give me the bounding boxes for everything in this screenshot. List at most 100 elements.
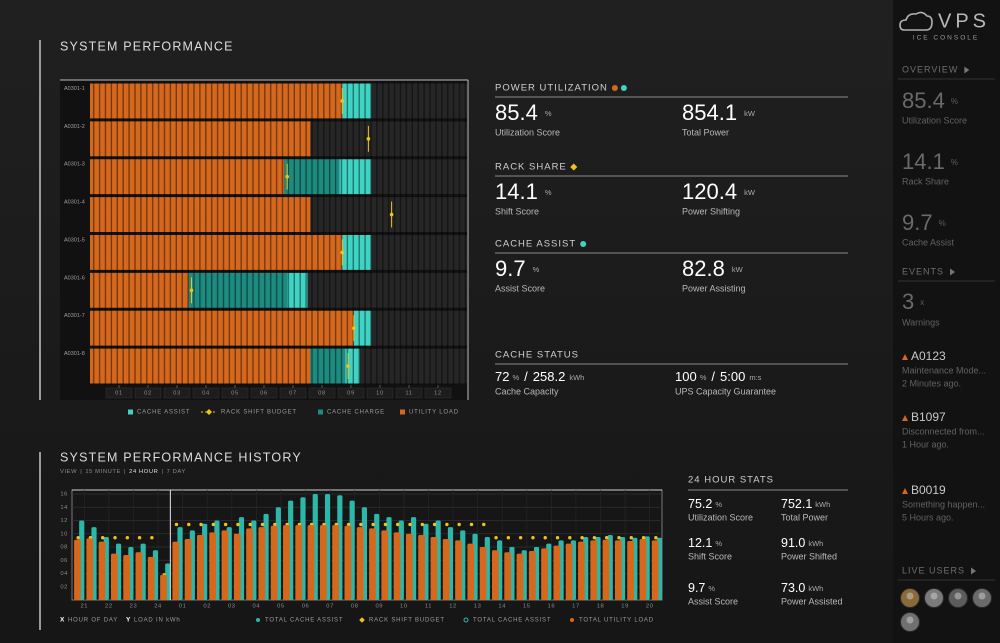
budget-dot [359,522,363,527]
bar [123,554,131,600]
budget-dot [174,522,179,527]
legend-label: TOTAL UTILITY LOAD [579,618,654,624]
bar [541,548,548,600]
bar [614,540,622,600]
x-tick-label: 05 [231,391,239,397]
user-avatar-head [954,592,962,600]
budget-dot [189,288,194,293]
arrow-icon [950,268,956,276]
sidebar-heading: EVENTS [902,266,944,276]
row-label: A0301-6 [64,275,85,281]
sidebar-metric-value: 9.7 [902,210,933,235]
day-metric-unit: kWh [815,500,830,509]
sidebar-bg [893,0,1000,643]
budget-dot [641,536,646,540]
budget-dot [340,99,345,103]
day-metric: 73.0 kWh [781,581,823,595]
bar [356,527,364,600]
sidebar-metric-value: 14.1 [902,149,945,174]
section-title: 24 HOUR STATS [688,475,774,486]
y-tick-label: 12 [60,518,68,524]
event-text: Something happen... [902,499,985,509]
sidebar-heading: LIVE USERS [902,565,965,575]
day-metric-value: 75.2 [688,497,712,511]
budget-dot [371,522,375,527]
metric-label: Assist Score [495,283,545,293]
capacity-unit: % [700,373,707,382]
budget-dot [457,522,461,527]
budget-dot [346,364,350,368]
budget-dot [469,522,474,527]
bar [258,527,266,600]
x-tick-label: 10 [376,391,384,397]
sidebar-metric-label: Cache Assist [902,237,955,247]
bar [246,528,253,600]
x-tick-label: 01 [179,604,187,610]
y-tick-label: 04 [60,571,68,577]
budget-dot [101,536,105,540]
metric-value: 9.7 [495,256,526,281]
metric-value: 85.4 [495,100,538,125]
budget-dot [420,522,425,527]
day-metric-label: Assist Score [688,596,738,606]
bar [344,525,352,600]
budget-dot [494,536,498,540]
axis-key-label: HOUR OF DAY [68,618,118,624]
legend-marker [318,409,323,415]
x-tick-label: 23 [130,604,138,610]
budget-dot [187,522,191,527]
x-tick-label: 15 [523,604,531,610]
section-icon [570,163,578,171]
bar [590,540,598,600]
metric-unit: % [533,265,540,274]
y-tick-label: 06 [60,558,68,564]
day-metric-unit: kWh [808,584,823,593]
panel-title: SYSTEM PERFORMANCE [60,39,234,53]
bar [430,537,438,600]
budget-dot [248,522,252,527]
budget-dot [445,522,449,527]
view-separator: | [124,469,126,475]
budget-dot [285,174,290,179]
budget-dot [543,536,547,540]
arrow-icon [964,66,970,74]
view-option: 15 MINUTE [85,469,121,475]
budget-dot [211,522,216,527]
column-stripes [90,82,467,385]
day-metric: 91.0 kWh [781,536,823,550]
user-avatar-head [906,592,914,600]
x-tick-label: 07 [289,391,297,397]
view-separator: | [80,469,82,475]
y-tick-label: 16 [60,492,68,498]
bar [516,553,524,600]
budget-dot [223,522,228,527]
capacity-unit: m:s [749,373,761,382]
legend-marker [400,409,405,415]
y-tick-label: 02 [60,584,68,590]
budget-dot [150,536,154,540]
day-metric-value: 9.7 [688,581,705,595]
budget-dot [531,536,535,540]
view-option: 24 HOUR [129,469,158,475]
day-metric: 752.1 kWh [781,497,830,511]
budget-dot [432,522,437,527]
budget-dot [113,536,117,540]
sidebar-metric-label: Rack Share [902,176,949,186]
budget-dot [506,536,511,540]
sidebar-heading: OVERVIEW [902,64,958,74]
x-tick-label: 03 [228,604,236,610]
x-tick-label: 01 [115,391,123,397]
event-id: A0123 [911,349,946,363]
event-icon [902,415,908,421]
sidebar-metric-label: Utilization Score [902,115,967,125]
legend-marker [359,617,365,623]
view-separator: | [161,469,163,475]
section-icon [620,85,627,91]
x-tick-label: 24 [154,604,162,610]
event-icon [902,488,908,494]
axis-key: X [60,617,65,624]
bar [602,539,610,600]
event-icon [902,354,908,360]
legend-label: RACK SHIFT BUDGET [221,410,297,416]
